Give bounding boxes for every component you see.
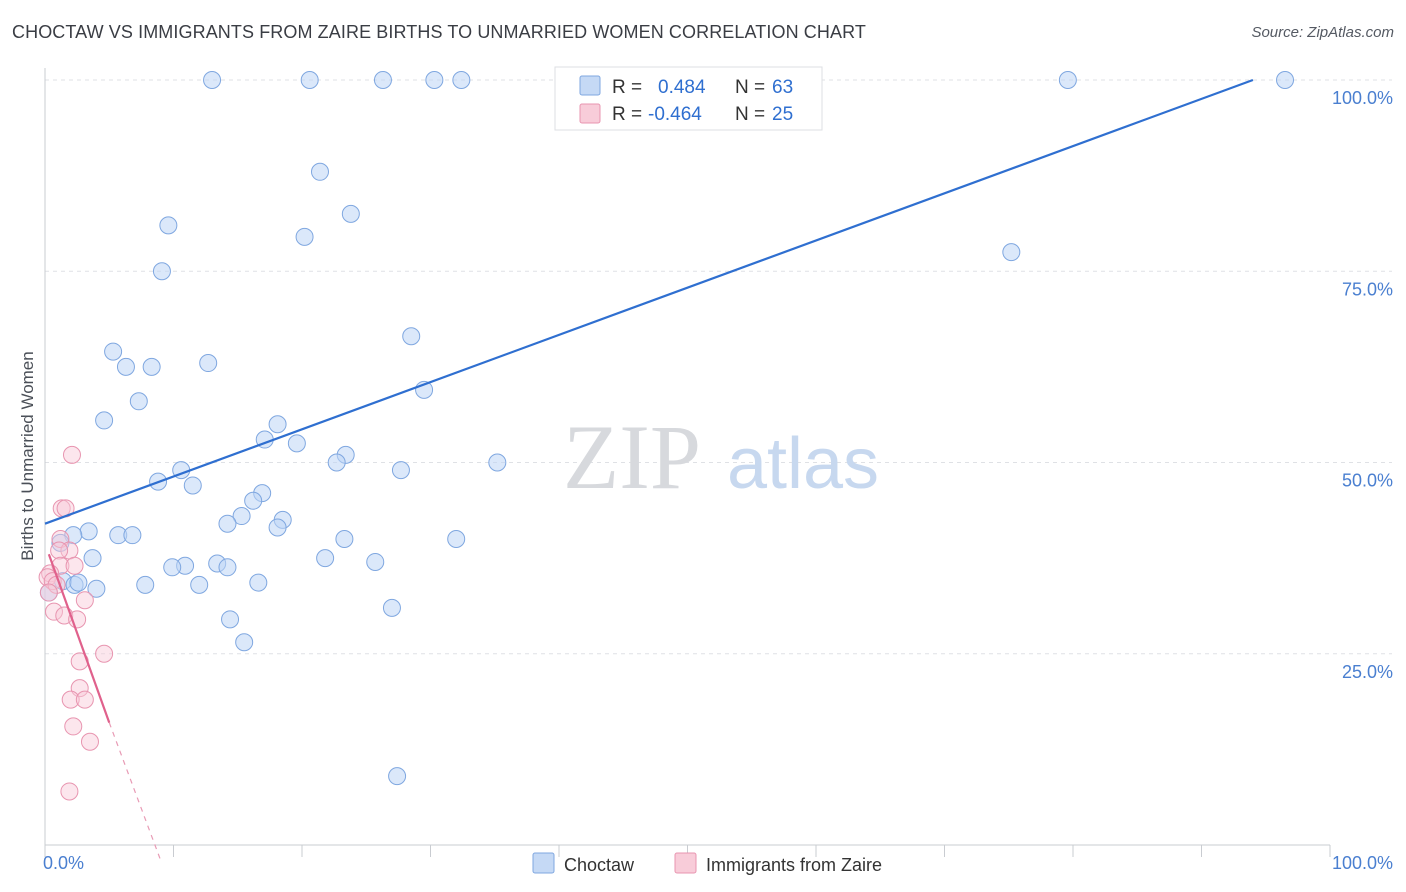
- choctaw-point: [341, 204, 360, 223]
- legend-r-label: R =: [612, 104, 642, 125]
- choctaw-point: [232, 507, 251, 526]
- choctaw-point: [268, 415, 287, 434]
- zaire-point: [44, 602, 63, 621]
- legend-box: R = 0.484 N = 63 R = -0.464 N = 25: [554, 66, 823, 131]
- zaire-point: [95, 644, 114, 663]
- choctaw-point: [163, 558, 182, 577]
- choctaw-point: [295, 227, 314, 246]
- zaire-point: [60, 782, 79, 801]
- choctaw-point: [79, 522, 98, 541]
- y-axis-label: Births to Unmarried Women: [18, 351, 37, 560]
- choctaw-point: [287, 434, 306, 453]
- choctaw-point: [310, 162, 329, 181]
- choctaw-point: [335, 530, 354, 548]
- choctaw-point: [249, 573, 268, 592]
- legend-n-value: 63: [772, 77, 793, 98]
- grid: [45, 79, 1392, 655]
- zaire-point: [62, 445, 81, 464]
- zaire-point: [39, 583, 58, 602]
- choctaw-point: [388, 767, 407, 786]
- choctaw-point: [116, 357, 135, 376]
- choctaw-point: [1058, 71, 1077, 89]
- legend-swatch-zaire: [579, 103, 601, 124]
- choctaw-point: [190, 575, 209, 594]
- choctaw-point: [1276, 71, 1295, 89]
- zaire-point: [65, 556, 84, 575]
- bottom-legend: Choctaw Immigrants from Zaire: [532, 852, 882, 875]
- zaire-point: [64, 717, 83, 736]
- choctaw-point: [69, 573, 88, 592]
- bottom-legend-choctaw: Choctaw: [564, 855, 635, 875]
- y-tick-label: 100.0%: [1332, 88, 1393, 108]
- choctaw-point: [218, 514, 237, 533]
- choctaw-point: [123, 526, 142, 545]
- choctaw-point: [366, 552, 385, 571]
- y-tick-label: 25.0%: [1342, 662, 1393, 682]
- choctaw-point: [316, 549, 335, 568]
- choctaw-point: [268, 518, 287, 537]
- zaire-point: [75, 591, 94, 610]
- choctaw-point: [1002, 243, 1021, 262]
- bottom-legend-zaire: Immigrants from Zaire: [706, 855, 882, 875]
- bottom-legend-swatch-zaire: [674, 852, 697, 874]
- choctaw-point: [402, 327, 421, 346]
- choctaw-point: [51, 533, 70, 552]
- choctaw-point: [218, 558, 237, 577]
- choctaw-point: [391, 461, 410, 480]
- choctaw-point: [203, 71, 222, 89]
- trend-lines: [44, 78, 1254, 861]
- zaire-point: [50, 541, 69, 560]
- choctaw-point: [235, 633, 254, 652]
- y-tick-label: 50.0%: [1342, 471, 1393, 491]
- watermark-zip: ZIP: [563, 406, 701, 508]
- axes: [44, 68, 1331, 857]
- choctaw-point: [447, 530, 466, 548]
- zaire-point: [61, 690, 80, 709]
- choctaw-point: [136, 575, 155, 594]
- x-tick-label: 100.0%: [1332, 853, 1393, 873]
- x-tick-label: 0.0%: [43, 853, 84, 873]
- choctaw-point: [244, 491, 263, 510]
- zaire-point: [80, 732, 99, 751]
- choctaw-point: [87, 579, 106, 598]
- choctaw-point: [159, 216, 178, 235]
- choctaw-point: [452, 71, 471, 89]
- choctaw-point: [104, 342, 123, 361]
- legend-r-value: 0.484: [658, 77, 706, 98]
- choctaw-point: [129, 392, 148, 411]
- choctaw-point: [382, 598, 401, 617]
- choctaw-point: [152, 262, 171, 281]
- chart-title: CHOCTAW VS IMMIGRANTS FROM ZAIRE BIRTHS …: [12, 22, 866, 42]
- choctaw-point: [183, 476, 202, 495]
- zaire-point: [75, 690, 94, 709]
- zaire-trend-line: [47, 553, 111, 723]
- legend-n-label: N =: [735, 77, 765, 98]
- choctaw-point: [83, 549, 102, 568]
- choctaw-point: [300, 71, 319, 89]
- choctaw-point: [221, 610, 240, 629]
- zaire-trend-extension: [108, 722, 162, 861]
- choctaw-point: [373, 71, 392, 89]
- choctaw-point: [199, 354, 218, 373]
- legend-swatch-choctaw: [579, 75, 601, 96]
- choctaw-point: [327, 453, 346, 472]
- choctaw-point: [488, 453, 507, 472]
- source-label: Source: ZipAtlas.com: [1251, 24, 1394, 41]
- watermark-atlas: atlas: [727, 424, 879, 504]
- data-points: [38, 71, 1295, 801]
- legend-n-value: 25: [772, 104, 793, 125]
- choctaw-trend-line: [44, 78, 1254, 525]
- choctaw-point: [95, 411, 114, 430]
- bottom-legend-swatch-choctaw: [532, 852, 555, 874]
- legend-r-label: R =: [612, 77, 642, 98]
- choctaw-point: [425, 71, 444, 89]
- legend-r-value: -0.464: [648, 104, 702, 125]
- choctaw-point: [142, 357, 161, 376]
- y-tick-label: 75.0%: [1342, 279, 1393, 299]
- legend-n-label: N =: [735, 104, 765, 125]
- tick-labels: 25.0% 50.0% 75.0% 100.0% 0.0% 100.0%: [43, 88, 1393, 873]
